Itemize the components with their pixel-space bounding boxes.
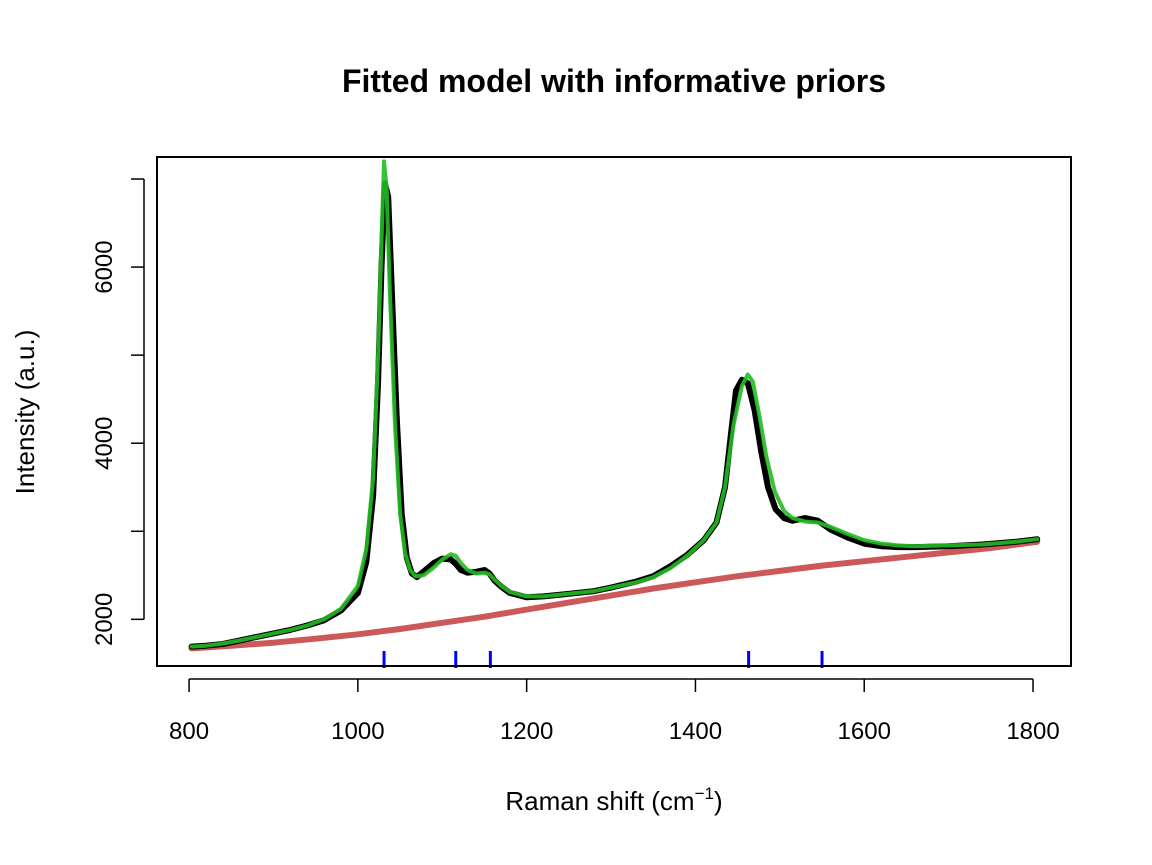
x-axis-label-superscript: −1 — [695, 784, 714, 803]
y-tick-label: 4000 — [91, 417, 118, 470]
x-tick-label: 1800 — [1006, 718, 1059, 745]
plot-frame — [156, 156, 1072, 667]
x-axis-label-main: Raman shift (cm — [505, 786, 694, 816]
y-axis-label: Intensity (a.u.) — [10, 330, 40, 495]
x-axis-label: Raman shift (cm−1) — [505, 784, 722, 816]
x-tick-label: 1200 — [500, 718, 553, 745]
x-axis-label-suffix: ) — [714, 786, 723, 816]
x-tick-label: 1600 — [838, 718, 891, 745]
x-tick-label: 1400 — [669, 718, 722, 745]
x-tick-label: 800 — [169, 718, 209, 745]
y-tick-label: 6000 — [91, 240, 118, 293]
x-tick-label: 1000 — [331, 718, 384, 745]
baseline-series-line — [188, 538, 1041, 652]
plot-layer: 800 1000 1200 1400 1600 1800 2000 4000 6000 — [91, 159, 1060, 745]
chart-title: Fitted model with informative priors — [342, 63, 886, 99]
observed-series-line — [188, 180, 1041, 650]
y-tick-label: 2000 — [91, 593, 118, 646]
fitted-series-line — [189, 159, 1040, 649]
